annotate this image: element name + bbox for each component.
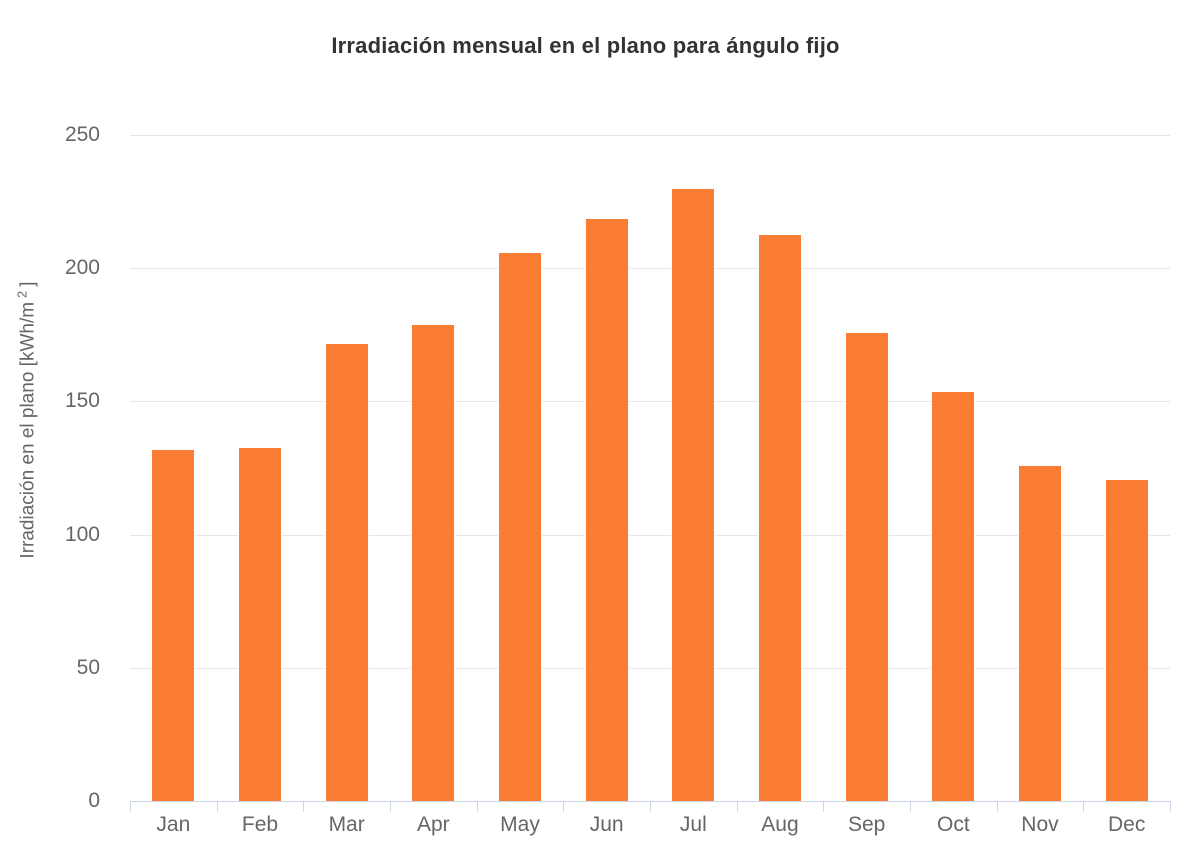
bar-oct[interactable] bbox=[931, 390, 976, 801]
gridline-100 bbox=[130, 534, 1170, 536]
x-label-nov: Nov bbox=[1021, 813, 1059, 836]
x-axis-tick bbox=[910, 801, 911, 812]
y-tick-label-50: 50 bbox=[76, 655, 100, 679]
y-axis-title-superscript: 2 bbox=[14, 290, 30, 298]
x-axis-tick bbox=[823, 801, 824, 812]
x-label-jul: Jul bbox=[679, 813, 707, 836]
chart-title: Irradiación mensual en el plano para áng… bbox=[331, 33, 840, 58]
bar-jul[interactable] bbox=[671, 188, 716, 801]
x-label-mar: Mar bbox=[328, 813, 365, 836]
x-axis-tick bbox=[390, 801, 391, 812]
bar-jan[interactable] bbox=[151, 449, 196, 801]
x-axis-tick bbox=[1083, 801, 1084, 812]
x-axis-tick bbox=[217, 801, 218, 812]
x-label-oct: Oct bbox=[936, 813, 970, 836]
bar-aug[interactable] bbox=[758, 233, 802, 801]
bar-nov[interactable] bbox=[1018, 465, 1062, 801]
y-axis-title-suffix: ] bbox=[17, 281, 39, 287]
y-tick-label-200: 200 bbox=[64, 256, 100, 280]
x-label-jun: Jun bbox=[589, 813, 624, 836]
x-label-may: May bbox=[500, 813, 540, 836]
gridline-250 bbox=[130, 135, 1170, 136]
bar-sep[interactable] bbox=[844, 332, 889, 801]
bar-jun[interactable] bbox=[584, 217, 629, 801]
y-axis-title-text: Irradiación en el plano [kWh/m bbox=[17, 301, 39, 559]
y-tick-label-100: 100 bbox=[64, 522, 100, 546]
x-axis-tick bbox=[650, 801, 651, 812]
bar-apr[interactable] bbox=[411, 324, 456, 801]
x-axis-tick bbox=[130, 801, 131, 812]
x-label-feb: Feb bbox=[241, 813, 279, 836]
x-label-sep: Sep bbox=[847, 813, 886, 836]
bar-mar[interactable] bbox=[324, 342, 369, 801]
y-tick-label-250: 250 bbox=[64, 123, 100, 146]
y-axis-title: Irradiación en el plano [kWh/m 2] bbox=[14, 281, 39, 558]
bar-feb[interactable] bbox=[238, 446, 282, 801]
x-axis-tick bbox=[737, 801, 738, 812]
y-tick-label-0: 0 bbox=[88, 789, 100, 812]
bar-may[interactable] bbox=[498, 252, 542, 801]
x-axis-tick bbox=[477, 801, 478, 812]
x-axis-tick bbox=[303, 801, 304, 812]
plot-area bbox=[130, 135, 1171, 812]
x-axis-tick bbox=[563, 801, 564, 812]
y-tick-label-150: 150 bbox=[64, 389, 100, 413]
gridline-200 bbox=[130, 268, 1170, 270]
x-label-jan: Jan bbox=[156, 813, 191, 836]
x-axis-tick bbox=[997, 801, 998, 812]
x-label-apr: Apr bbox=[416, 813, 450, 836]
x-label-dec: Dec bbox=[1107, 813, 1146, 836]
bar-dec[interactable] bbox=[1104, 478, 1149, 801]
gridline-150 bbox=[130, 401, 1170, 403]
x-label-aug: Aug bbox=[761, 813, 799, 836]
x-axis-tick bbox=[1170, 801, 1171, 812]
gridline-50 bbox=[130, 667, 1170, 669]
